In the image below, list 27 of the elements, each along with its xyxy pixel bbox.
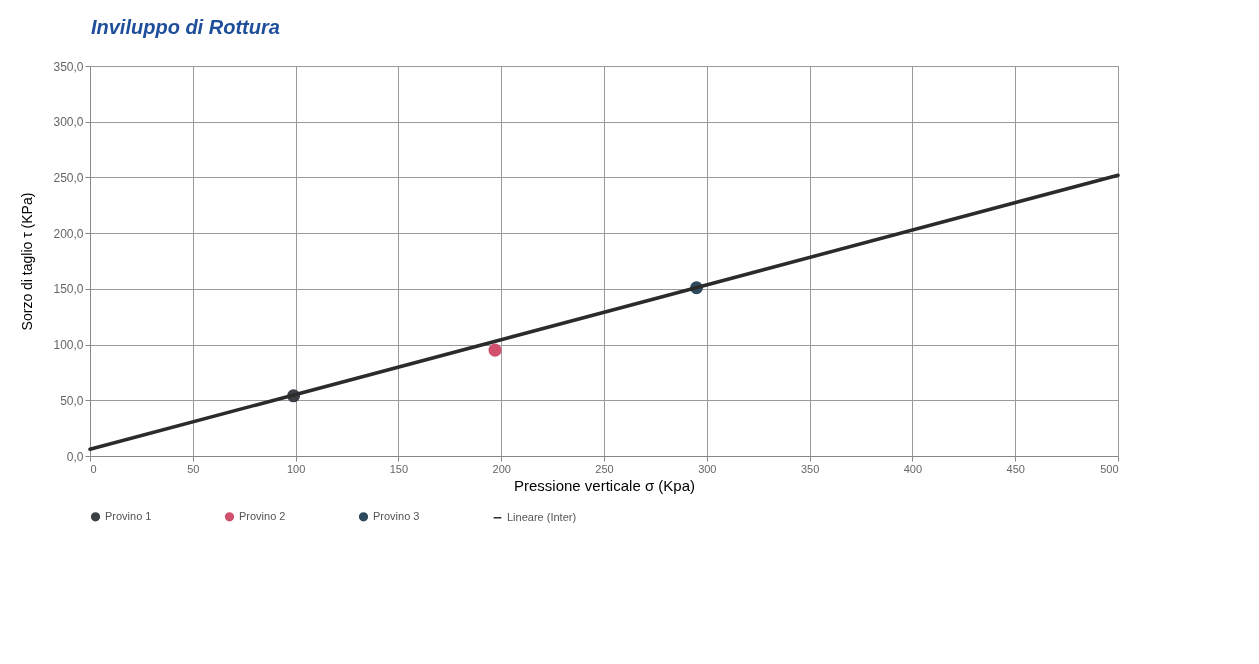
x-tick-label: 450 bbox=[1006, 462, 1025, 475]
x-tick-label: 200 bbox=[492, 462, 511, 475]
y-tick-label: 0,0 bbox=[66, 449, 84, 464]
y-tick-label: 50,0 bbox=[60, 393, 84, 408]
x-tick-label: 100 bbox=[286, 462, 306, 475]
x-tick-label: 50 bbox=[187, 462, 200, 475]
legend-label: Provino 2 bbox=[239, 509, 286, 522]
y-tick-label: 100,0 bbox=[53, 338, 84, 353]
legend-label: Provino 1 bbox=[105, 509, 152, 522]
x-tick-label: 500 bbox=[1100, 462, 1119, 475]
x-tick-label: 400 bbox=[903, 462, 923, 475]
point bbox=[488, 343, 502, 357]
y-tick-label: 350,0 bbox=[53, 59, 84, 74]
y-tick-label: 200,0 bbox=[53, 226, 84, 241]
x-axis-title: Pressione verticale σ (Kpa) bbox=[514, 476, 695, 494]
y-axis-title: Sorzo di taglio τ (KPa) bbox=[19, 192, 36, 331]
x-tick-label: 350 bbox=[800, 462, 820, 475]
x-tick-label: 0 bbox=[90, 462, 97, 475]
y-tick-label: 250,0 bbox=[53, 170, 84, 185]
chart-title: Inviluppo di Rottura bbox=[90, 16, 280, 38]
y-tick-label: 150,0 bbox=[53, 282, 84, 297]
legend-label: Lineare (Inter) bbox=[507, 510, 577, 523]
x-tick-label: 150 bbox=[389, 462, 409, 475]
legend-label: Provino 3 bbox=[373, 509, 420, 522]
y-tick-label: 300,0 bbox=[53, 115, 84, 130]
x-tick-label: 250 bbox=[595, 462, 614, 475]
x-tick-label: 300 bbox=[698, 462, 717, 475]
